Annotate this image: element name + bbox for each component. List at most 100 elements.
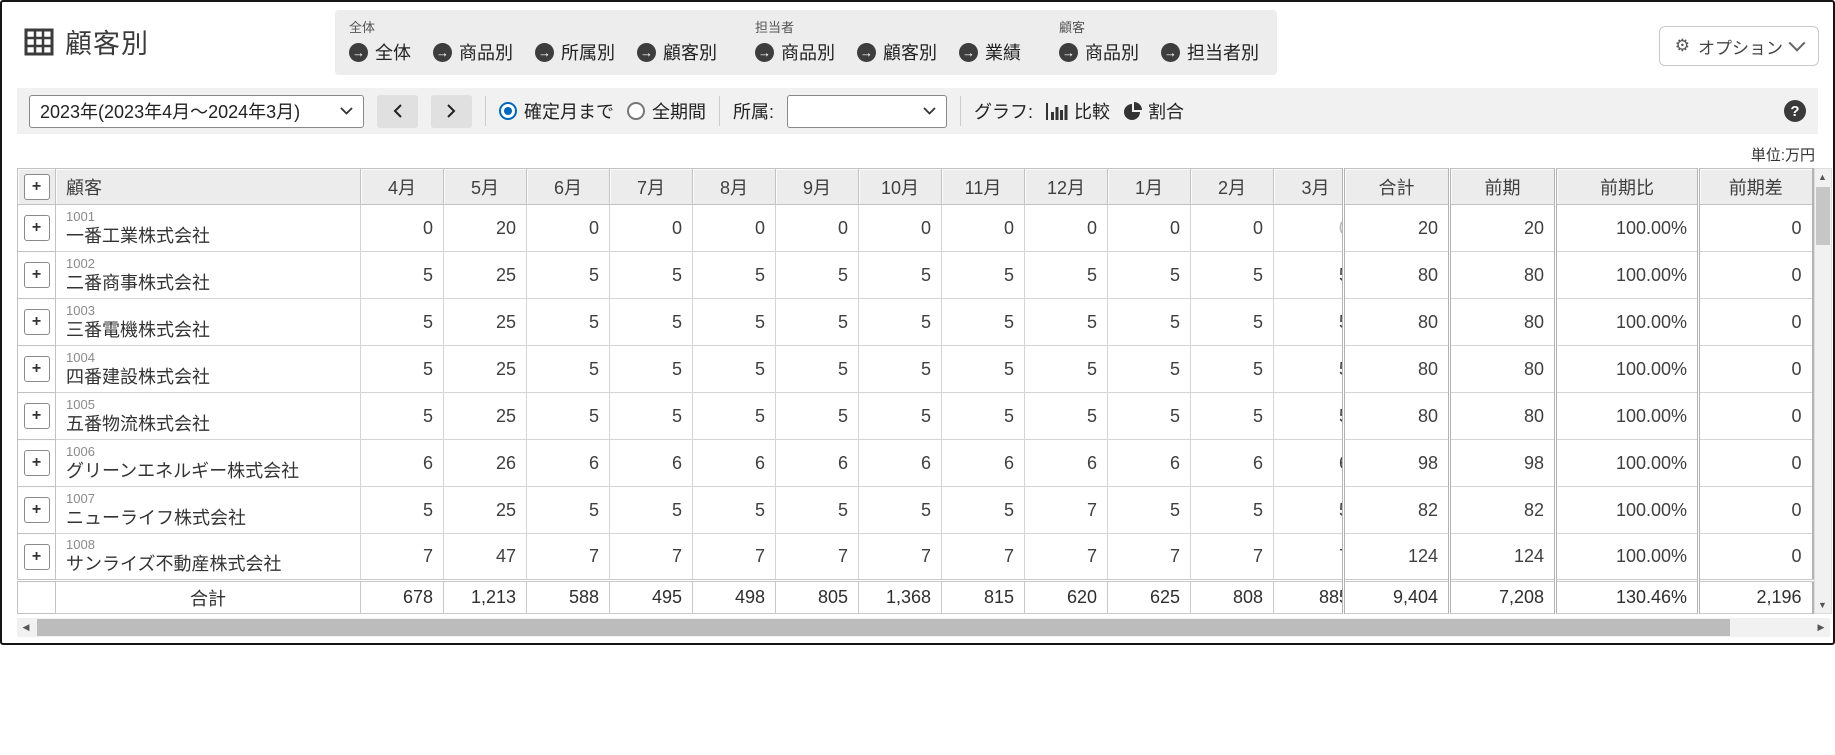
month-cell: 6 [692,439,776,487]
customer-code: 1003 [66,302,95,318]
month-cell: 7 [1024,533,1108,581]
nav-link-kokyaku-shohinbetsu[interactable]: → 商品別 [1059,39,1139,65]
customer-name: 四番建設株式会社 [66,366,210,387]
scroll-down-icon[interactable]: ▼ [1818,600,1827,610]
month-cell: 5 [1024,392,1108,440]
next-year-button[interactable] [431,94,472,128]
footer-month-cell: 625 [1107,579,1191,614]
expand-row-button[interactable]: + [23,403,50,429]
month-cell: 5 [609,251,693,299]
graph-compare-link[interactable]: 比較 [1046,98,1110,124]
footer-diff-cell: 2,196 [1697,579,1814,614]
options-button[interactable]: ⚙ オプション [1658,26,1819,66]
expander-cell: + [17,345,56,393]
expand-row-button[interactable]: + [23,450,50,476]
diff-cell: 0 [1697,204,1814,252]
help-button[interactable]: ? [1784,100,1806,122]
month-cell: 5 [858,486,942,534]
nav-link-tantosha-kokyakubetsu[interactable]: → 顧客別 [857,39,937,65]
month-cell: 6 [1190,439,1274,487]
vertical-scrollbar[interactable]: ▲ ▼ [1813,168,1832,614]
prev-year-button[interactable] [377,94,418,128]
nav-link-zentai-kokyakubetsu[interactable]: → 顧客別 [637,39,717,65]
nav-group-label: 顧客 [1059,20,1086,35]
month-cell: 7 [526,533,610,581]
expand-row-button[interactable]: + [23,262,50,288]
month-cell: 7 [360,533,444,581]
nav-link-kokyaku-tantoshabetsu[interactable]: → 担当者別 [1161,39,1259,65]
nav-link-tantosha-shohinbetsu[interactable]: → 商品別 [755,39,835,65]
month-header: 10月 [858,168,942,205]
month-cell-clipped: 5 [1273,392,1344,440]
month-cell: 5 [526,392,610,440]
expand-row-button[interactable]: + [23,356,50,382]
fiscal-year-select[interactable]: 2023年(2023年4月〜2024年3月) [29,94,364,128]
total-cell: 80 [1342,251,1450,299]
footer-prev-cell: 7,208 [1448,579,1556,614]
month-cell: 0 [1024,204,1108,252]
expand-row-button[interactable]: + [23,215,50,241]
nav-link-zentai-zentai[interactable]: → 全体 [349,39,411,65]
month-cell: 25 [443,251,527,299]
expand-row-button[interactable]: + [23,543,50,570]
month-cell: 5 [609,486,693,534]
month-cell: 5 [1107,251,1191,299]
arrow-right-icon: → [349,42,368,62]
horizontal-scroll-thumb[interactable] [37,619,1730,636]
customer-cell: 1001 一番工業株式会社 [55,204,361,252]
month-cell: 5 [1190,486,1274,534]
table-row: + 1008 サンライズ不動産株式会社 7 47 7 7 7 7 7 7 7 7 … [17,533,1814,581]
scroll-right-icon[interactable]: ▶ [1817,622,1825,632]
horizontal-scrollbar[interactable]: ◀ ▶ [17,618,1830,637]
month-cell: 7 [775,533,859,581]
footer-month-cell: 495 [609,579,693,614]
month-cell: 7 [941,533,1025,581]
department-select[interactable] [787,94,948,128]
month-cell: 5 [360,392,444,440]
customer-cell: 1007 ニューライフ株式会社 [55,486,361,534]
graph-ratio-link[interactable]: 割合 [1123,98,1184,124]
nav-link-tantosha-gyoseki[interactable]: → 業績 [959,39,1021,65]
customer-name: サンライズ不動産株式会社 [66,554,282,575]
diff-cell: 0 [1697,251,1814,299]
month-cell: 7 [858,533,942,581]
nav-link-zentai-shozokubetsu[interactable]: → 所属別 [535,39,615,65]
ratio-cell: 100.00% [1554,392,1699,440]
gear-icon: ⚙ [1674,36,1690,55]
footer-month-cell: 1,213 [443,579,527,614]
month-header: 6月 [526,168,610,205]
pie-chart-icon [1124,101,1143,120]
expand-row-button[interactable]: + [23,309,50,335]
customer-code: 1005 [66,396,95,412]
month-cell: 5 [858,392,942,440]
diff-cell: 0 [1697,533,1814,581]
chevron-left-icon [393,104,402,118]
month-cell-clipped: 0 [1273,204,1344,252]
scroll-left-icon[interactable]: ◀ [22,622,30,632]
radio-all-period[interactable]: 全期間 [627,98,706,124]
footer-month-cell: 1,368 [858,579,942,614]
month-cell: 5 [609,298,693,346]
radio-unselected-icon [627,102,645,120]
arrow-right-icon: → [959,42,978,62]
month-header: 2月 [1190,168,1274,205]
arrow-right-icon: → [755,42,774,62]
customer-code: 1008 [66,537,95,553]
expand-all-button[interactable]: + [23,173,50,200]
vertical-scroll-thumb[interactable] [1815,187,1830,245]
expand-row-button[interactable]: + [23,497,50,523]
customer-name: グリーンエネルギー株式会社 [66,460,300,481]
month-cell-clipped: 5 [1273,486,1344,534]
radio-confirmed-month[interactable]: 確定月まで [499,98,614,124]
table-header-row: + 顧客 4月 5月 6月 7月 8月 9月 10月 11月 12月 1月 2月… [17,168,1814,205]
month-cell: 6 [1024,439,1108,487]
footer-total-cell: 9,404 [1342,579,1450,614]
month-cell: 20 [443,204,527,252]
expander-cell: + [17,204,56,252]
total-cell: 80 [1342,345,1450,393]
nav-link-zentai-shohinbetsu[interactable]: → 商品別 [433,39,513,65]
month-cell: 5 [526,251,610,299]
month-cell: 5 [858,251,942,299]
scroll-up-icon[interactable]: ▲ [1818,172,1827,182]
